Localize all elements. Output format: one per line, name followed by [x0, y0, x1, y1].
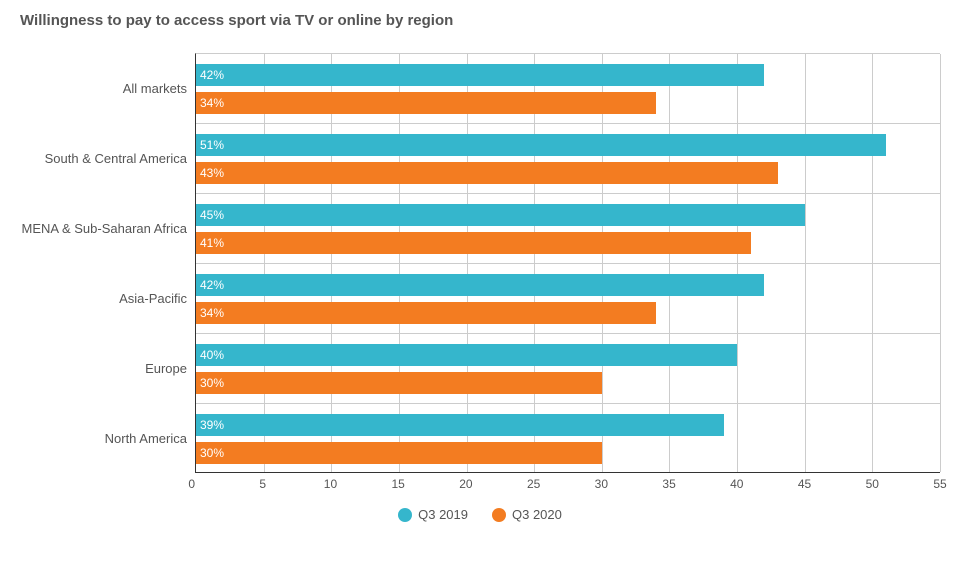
category-label: South & Central America: [20, 123, 195, 193]
bar-value-label: 42%: [196, 278, 224, 292]
x-axis: 0510152025303540455055: [195, 473, 940, 493]
x-tick-label: 40: [730, 477, 743, 491]
x-tick-label: 5: [259, 477, 266, 491]
bar: 34%: [196, 302, 656, 324]
category-label: Europe: [20, 333, 195, 403]
legend-label: Q3 2020: [512, 507, 562, 522]
bar: 40%: [196, 344, 737, 366]
x-tick-label: 35: [662, 477, 675, 491]
category-label: Asia-Pacific: [20, 263, 195, 333]
bar: 30%: [196, 442, 602, 464]
bar: 43%: [196, 162, 778, 184]
x-tick-label: 15: [391, 477, 404, 491]
bar-value-label: 51%: [196, 138, 224, 152]
bar-value-label: 45%: [196, 208, 224, 222]
chart-row: 42% 34%: [196, 54, 940, 124]
bar-value-label: 39%: [196, 418, 224, 432]
legend-item-q3-2019: Q3 2019: [398, 507, 468, 522]
bar-value-label: 43%: [196, 166, 224, 180]
bar: 51%: [196, 134, 886, 156]
chart-container: All markets South & Central America MENA…: [20, 53, 940, 493]
legend-swatch: [398, 508, 412, 522]
legend-item-q3-2020: Q3 2020: [492, 507, 562, 522]
plot-area: 42% 34% 51% 43% 45% 41% 42% 34% 40% 30% 39% 30%: [195, 53, 940, 473]
bar-value-label: 30%: [196, 376, 224, 390]
bar-value-label: 41%: [196, 236, 224, 250]
bar: 42%: [196, 274, 764, 296]
bar-value-label: 34%: [196, 306, 224, 320]
chart-row: 42% 34%: [196, 264, 940, 334]
x-tick-label: 25: [527, 477, 540, 491]
category-label: North America: [20, 403, 195, 473]
chart-row: 51% 43%: [196, 124, 940, 194]
category-label: All markets: [20, 53, 195, 123]
x-tick-label: 20: [459, 477, 472, 491]
bar: 39%: [196, 414, 724, 436]
category-label: MENA & Sub-Saharan Africa: [20, 193, 195, 263]
chart-title: Willingness to pay to access sport via T…: [20, 12, 940, 29]
x-tick-label: 0: [188, 477, 195, 491]
bar: 42%: [196, 64, 764, 86]
x-tick-label: 10: [324, 477, 337, 491]
bar: 41%: [196, 232, 751, 254]
chart-row: 45% 41%: [196, 194, 940, 264]
chart-row: 40% 30%: [196, 334, 940, 404]
x-tick-label: 55: [933, 477, 946, 491]
legend: Q3 2019 Q3 2020: [20, 507, 940, 522]
bar-value-label: 42%: [196, 68, 224, 82]
x-tick-label: 30: [595, 477, 608, 491]
bar-value-label: 30%: [196, 446, 224, 460]
chart-row: 39% 30%: [196, 404, 940, 474]
gridline: [940, 54, 941, 472]
y-axis-labels: All markets South & Central America MENA…: [20, 53, 195, 493]
legend-label: Q3 2019: [418, 507, 468, 522]
bar: 34%: [196, 92, 656, 114]
bar-value-label: 34%: [196, 96, 224, 110]
bar-value-label: 40%: [196, 348, 224, 362]
x-tick-label: 50: [866, 477, 879, 491]
x-tick-label: 45: [798, 477, 811, 491]
bar: 45%: [196, 204, 805, 226]
legend-swatch: [492, 508, 506, 522]
bar: 30%: [196, 372, 602, 394]
